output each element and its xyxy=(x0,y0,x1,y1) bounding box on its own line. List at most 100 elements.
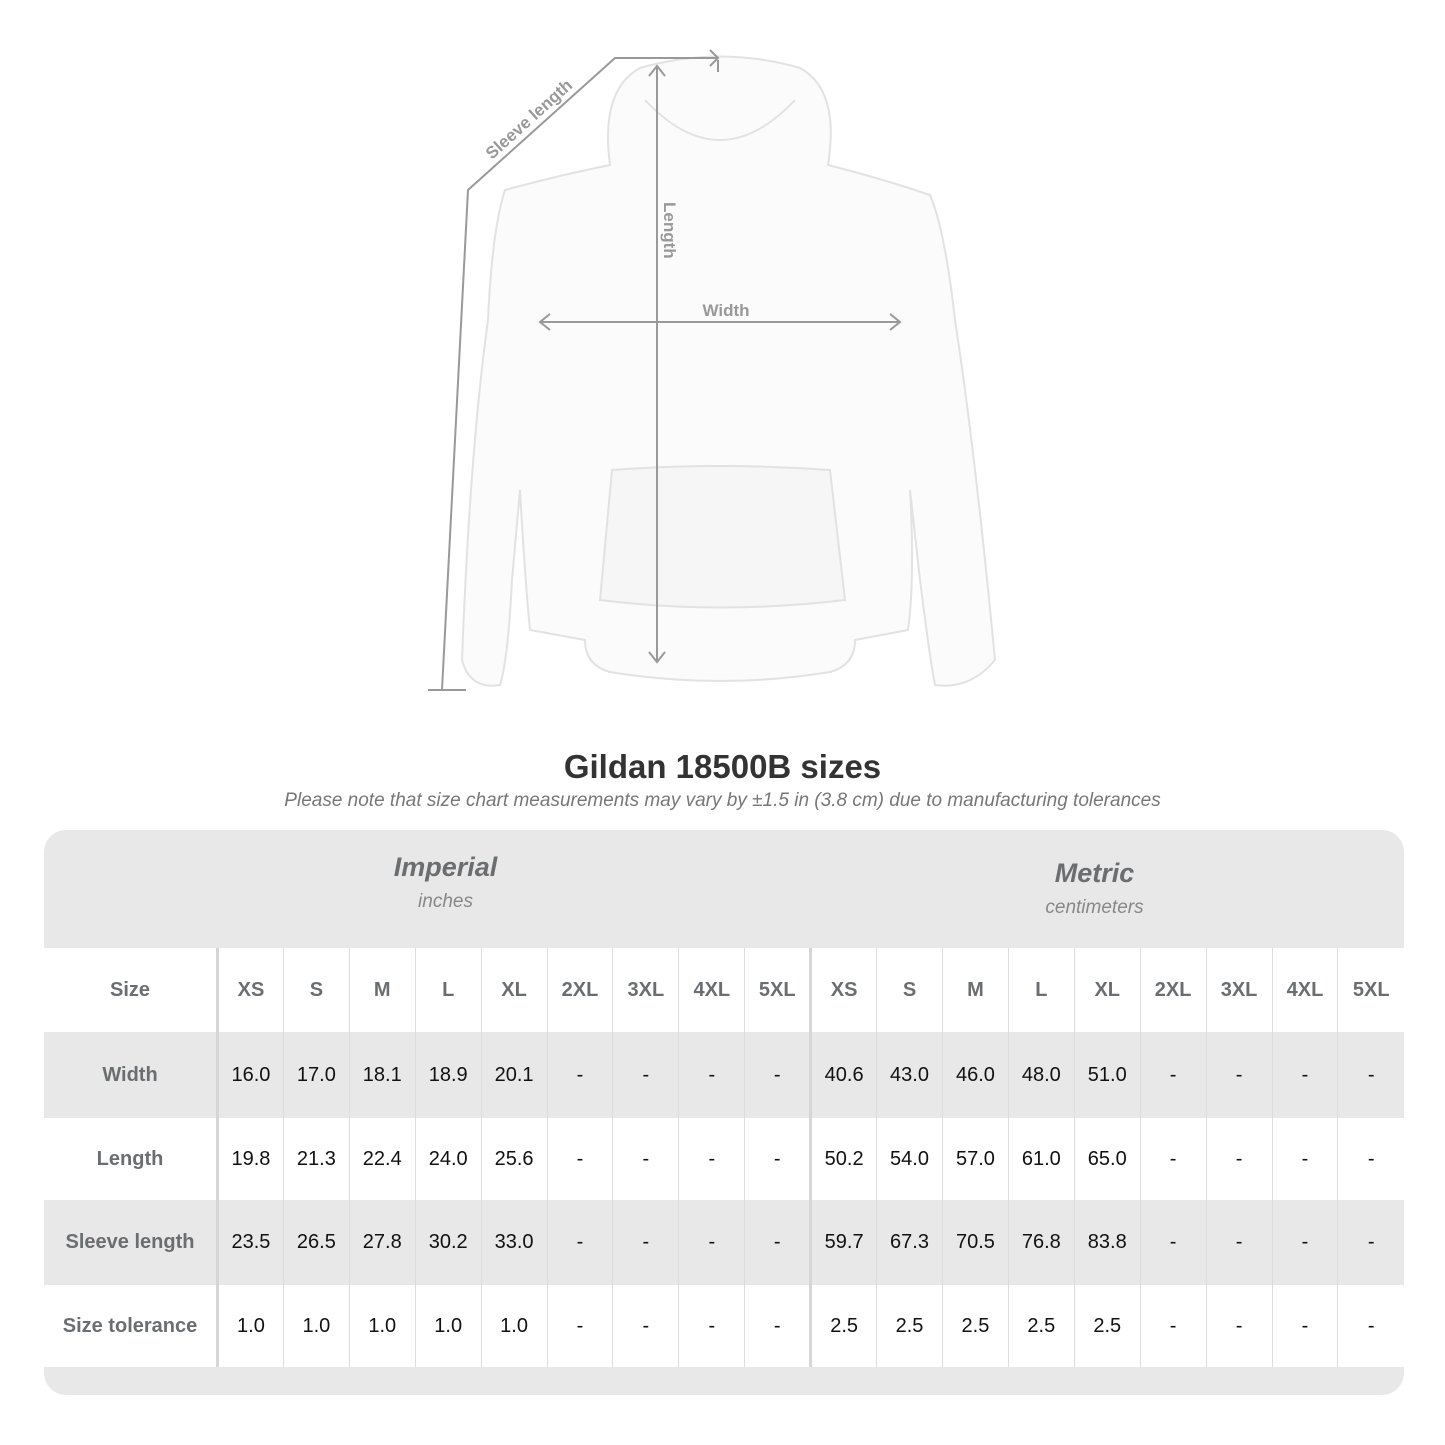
imperial-cell: 30.2 xyxy=(414,1200,482,1285)
imperial-cell: 20.1 xyxy=(480,1032,548,1118)
row-label: Width xyxy=(44,1032,218,1118)
imperial-size-S: S xyxy=(282,948,350,1032)
imperial-cell: - xyxy=(744,1285,811,1367)
imperial-cell: - xyxy=(612,1032,679,1118)
imperial-cell: - xyxy=(612,1200,679,1285)
sleeve-length-label: Sleeve length xyxy=(482,76,576,163)
imperial-size-XS: XS xyxy=(216,948,284,1032)
table-row: Width 16.0 17.0 18.1 18.9 20.1- - - -40.6 43.0 46.… xyxy=(44,1032,1404,1118)
imperial-cell: 1.0 xyxy=(216,1285,284,1367)
imperial-cell: 1.0 xyxy=(348,1285,416,1367)
row-label: Sleeve length xyxy=(44,1200,218,1285)
metric-header: Metric centimeters xyxy=(812,858,1377,919)
metric-cell: 48.0 xyxy=(1007,1032,1075,1118)
imperial-size-5XL: 5XL xyxy=(744,948,811,1032)
metric-cell: 2.5 xyxy=(876,1285,943,1367)
metric-size-3XL: 3XL xyxy=(1205,948,1272,1032)
table-row: Sleeve length 23.5 26.5 27.8 30.2 33.0- - - -59.… xyxy=(44,1200,1404,1285)
metric-size-2XL: 2XL xyxy=(1139,948,1207,1032)
imperial-cell: 25.6 xyxy=(480,1118,548,1200)
imperial-cell: 22.4 xyxy=(348,1118,416,1200)
imperial-cell: - xyxy=(546,1118,613,1200)
imperial-cell: 27.8 xyxy=(348,1200,416,1285)
imperial-cell: - xyxy=(744,1032,811,1118)
metric-size-4XL: 4XL xyxy=(1271,948,1338,1032)
imperial-cell: 1.0 xyxy=(282,1285,350,1367)
metric-cell: 67.3 xyxy=(876,1200,943,1285)
imperial-cell: - xyxy=(612,1118,679,1200)
metric-cell: 76.8 xyxy=(1007,1200,1075,1285)
metric-size-M: M xyxy=(941,948,1009,1032)
measurement-lines xyxy=(428,49,902,691)
metric-cell: 61.0 xyxy=(1007,1118,1075,1200)
metric-cell: - xyxy=(1139,1118,1207,1200)
metric-cell: - xyxy=(1139,1200,1207,1285)
imperial-cell: 1.0 xyxy=(480,1285,548,1367)
metric-size-L: L xyxy=(1007,948,1075,1032)
metric-cell: 2.5 xyxy=(1073,1285,1141,1367)
imperial-cell: 33.0 xyxy=(480,1200,548,1285)
imperial-title: Imperial xyxy=(393,852,498,882)
metric-cell: 46.0 xyxy=(941,1032,1009,1118)
length-label: Length xyxy=(660,202,679,259)
metric-cell: 43.0 xyxy=(876,1032,943,1118)
imperial-cell: 18.9 xyxy=(414,1032,482,1118)
hoodie-diagram: Sleeve length Length Width xyxy=(428,49,997,691)
imperial-cell: - xyxy=(678,1032,745,1118)
size-table: Size XS S M L XL 2XL 3XL 4XL 5XL XS S M L XL 2XL 3XL 4XL 5… xyxy=(44,948,1404,1367)
imperial-cell: 18.1 xyxy=(348,1032,416,1118)
metric-size-5XL: 5XL xyxy=(1337,948,1404,1032)
row-label: Size tolerance xyxy=(44,1285,218,1367)
imperial-size-2XL: 2XL xyxy=(546,948,613,1032)
metric-cell: 70.5 xyxy=(941,1200,1009,1285)
metric-cell: - xyxy=(1337,1200,1404,1285)
metric-cell: 40.6 xyxy=(809,1032,877,1118)
metric-cell: 57.0 xyxy=(941,1118,1009,1200)
metric-cell: - xyxy=(1205,1032,1272,1118)
metric-size-XL: XL xyxy=(1073,948,1141,1032)
size-label: Size xyxy=(44,948,218,1032)
metric-title: Metric xyxy=(1054,858,1135,888)
metric-cell: 51.0 xyxy=(1073,1032,1141,1118)
metric-cell: - xyxy=(1337,1118,1404,1200)
metric-cell: 83.8 xyxy=(1073,1200,1141,1285)
metric-cell: - xyxy=(1337,1285,1404,1367)
metric-unit: centimeters xyxy=(1045,897,1144,918)
width-label: Width xyxy=(702,301,749,320)
imperial-cell: 21.3 xyxy=(282,1118,350,1200)
imperial-size-4XL: 4XL xyxy=(678,948,745,1032)
imperial-cell: - xyxy=(678,1118,745,1200)
metric-cell: - xyxy=(1271,1118,1338,1200)
metric-cell: 59.7 xyxy=(809,1200,877,1285)
imperial-cell: 26.5 xyxy=(282,1200,350,1285)
table-row: Size tolerance 1.0 1.0 1.0 1.0 1.0- - - -2.5 2.5 2… xyxy=(44,1285,1404,1367)
imperial-unit: inches xyxy=(418,891,473,912)
metric-cell: 2.5 xyxy=(941,1285,1009,1367)
imperial-cell: 17.0 xyxy=(282,1032,350,1118)
hoodie-image xyxy=(460,55,997,687)
metric-cell: - xyxy=(1337,1032,1404,1118)
imperial-cell: 1.0 xyxy=(414,1285,482,1367)
imperial-cell: 16.0 xyxy=(216,1032,284,1118)
tolerance-note: Please note that size chart measurements… xyxy=(284,790,1161,811)
metric-cell: - xyxy=(1205,1200,1272,1285)
page-title: Gildan 18500B sizes xyxy=(563,748,882,785)
metric-cell: - xyxy=(1271,1285,1338,1367)
imperial-size-L: L xyxy=(414,948,482,1032)
imperial-cell: - xyxy=(678,1285,745,1367)
imperial-cell: - xyxy=(546,1032,613,1118)
metric-cell: - xyxy=(1271,1032,1338,1118)
imperial-size-M: M xyxy=(348,948,416,1032)
metric-cell: - xyxy=(1205,1118,1272,1200)
metric-size-XS: XS xyxy=(809,948,877,1032)
metric-cell: 2.5 xyxy=(1007,1285,1075,1367)
metric-cell: 65.0 xyxy=(1073,1118,1141,1200)
imperial-cell: - xyxy=(678,1200,745,1285)
metric-cell: 50.2 xyxy=(809,1118,877,1200)
metric-size-S: S xyxy=(876,948,943,1032)
size-header-row: Size XS S M L XL 2XL 3XL 4XL 5XL XS S M L XL 2XL 3XL 4XL 5… xyxy=(44,948,1404,1032)
metric-cell: - xyxy=(1139,1032,1207,1118)
metric-cell: - xyxy=(1271,1200,1338,1285)
row-label: Length xyxy=(44,1118,218,1200)
metric-cell: - xyxy=(1139,1285,1207,1367)
